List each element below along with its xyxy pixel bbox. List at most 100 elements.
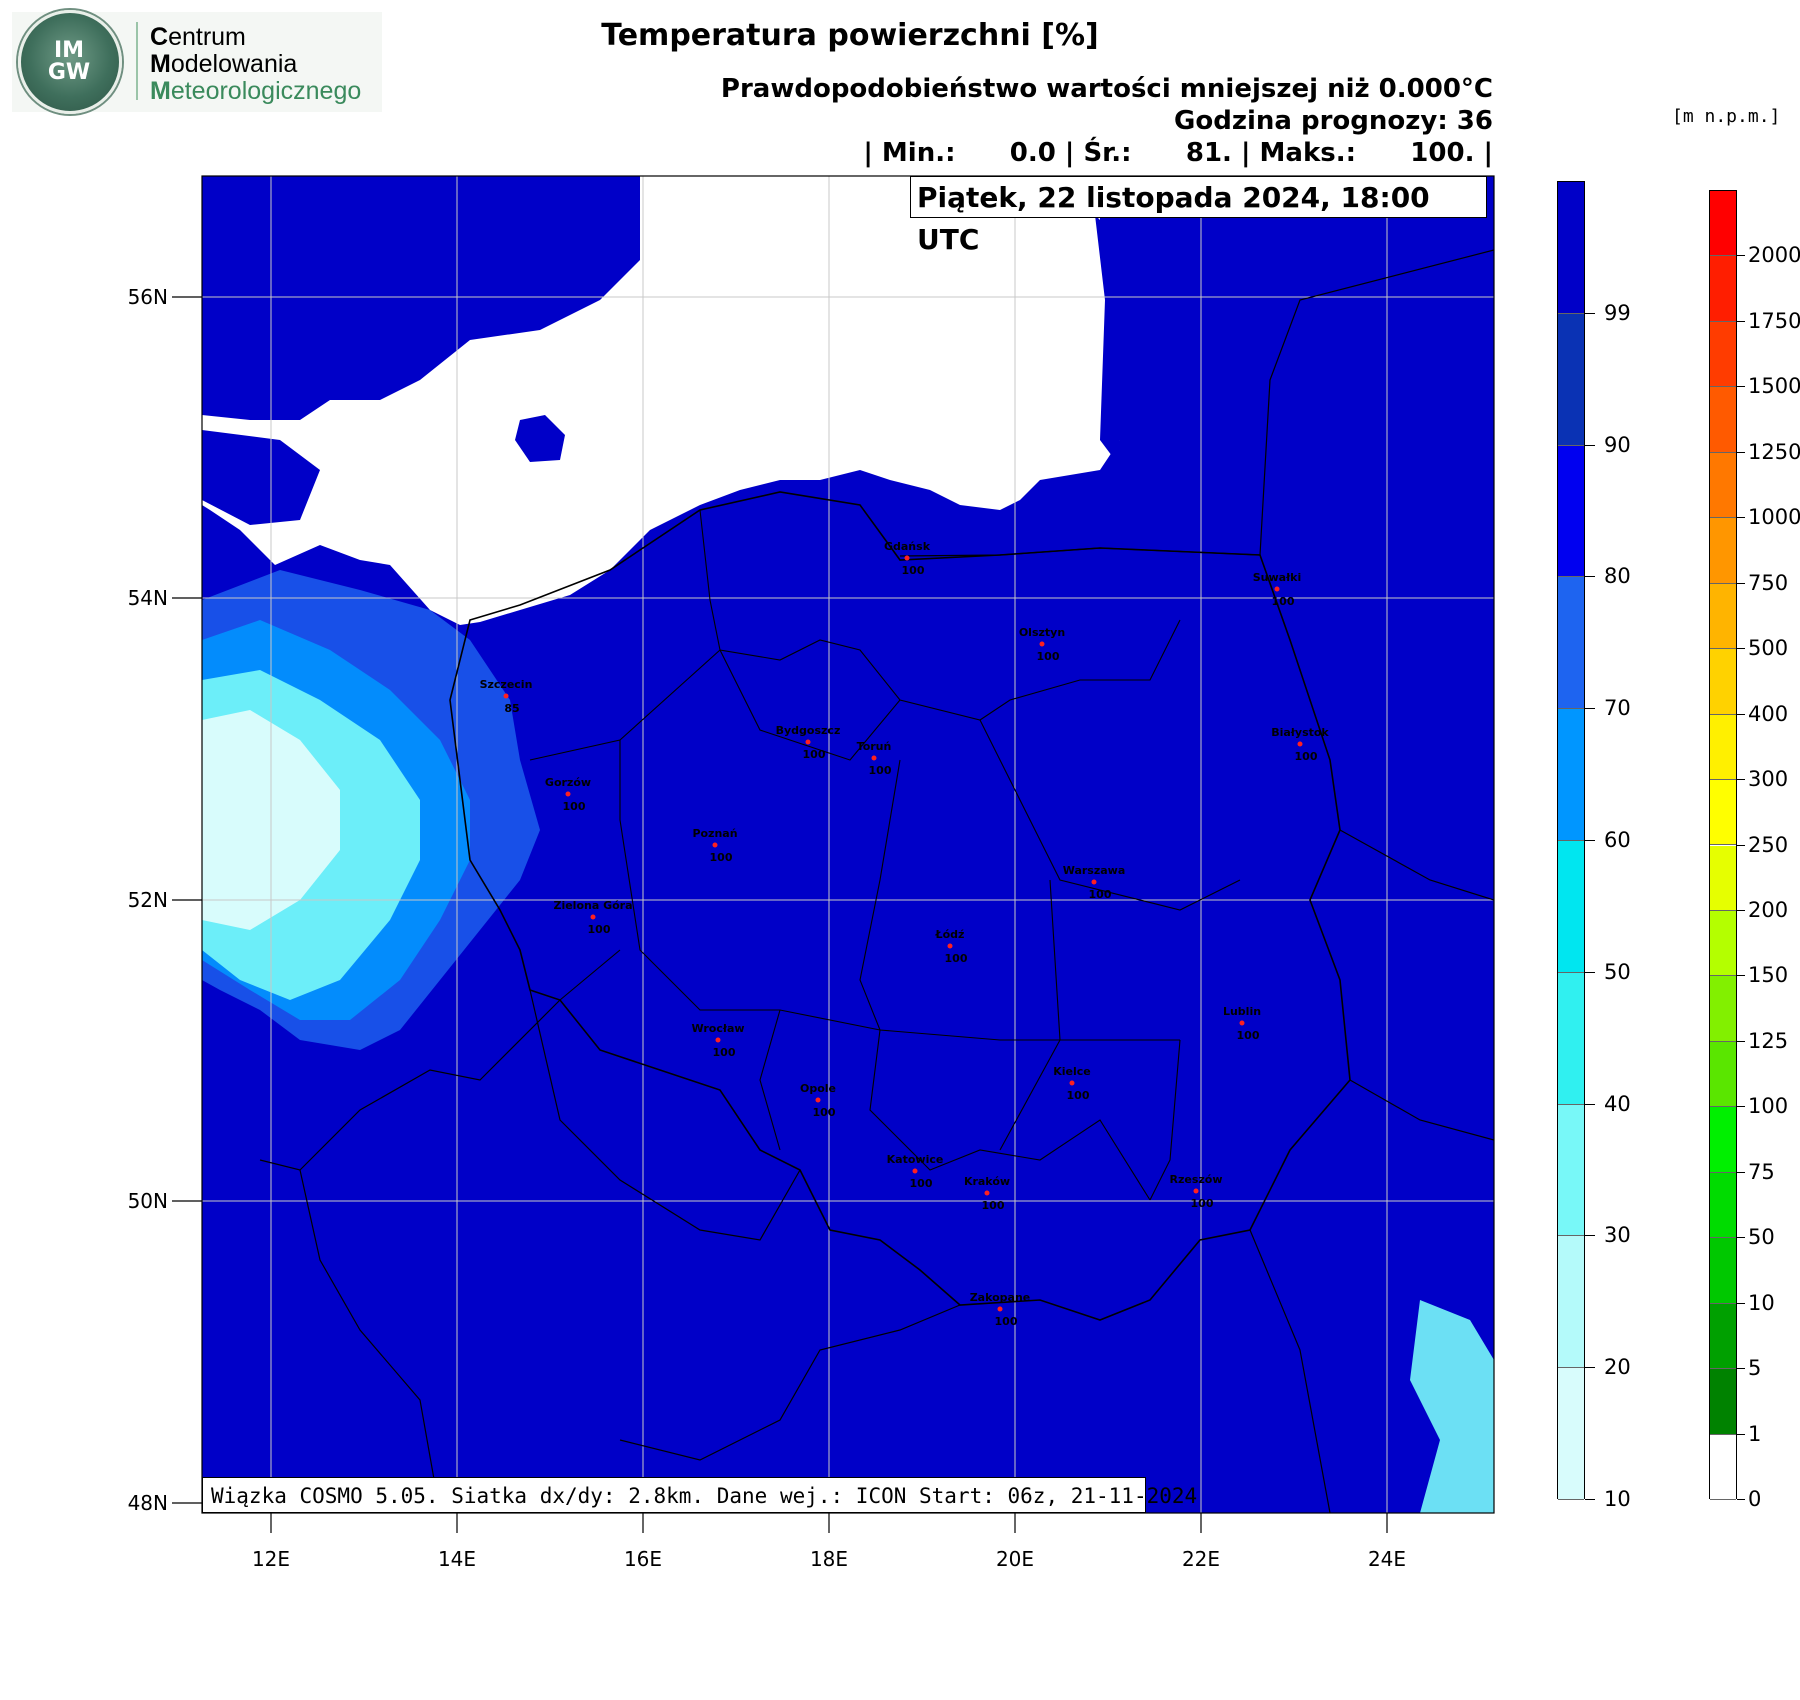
probability-tick-label: 80 bbox=[1604, 564, 1631, 589]
elevation-tick-label: 200 bbox=[1748, 897, 1789, 922]
probability-tick-label: 60 bbox=[1604, 828, 1631, 852]
city-name: Wrocław bbox=[691, 1022, 744, 1035]
city-value: 100 bbox=[563, 800, 586, 813]
probability-tick-label: 20 bbox=[1604, 1355, 1631, 1380]
city-value: 100 bbox=[713, 1046, 736, 1059]
colorbar-segment bbox=[1710, 910, 1736, 977]
colorbar-segment bbox=[1710, 976, 1736, 1042]
probability-tick bbox=[1585, 1103, 1595, 1105]
elevation-tick-label: 125 bbox=[1748, 1028, 1789, 1053]
colorbar-segment bbox=[1710, 1172, 1736, 1239]
colorbar-segment bbox=[1558, 972, 1584, 1105]
city-dot bbox=[1091, 879, 1097, 885]
elevation-tick bbox=[1737, 582, 1745, 584]
elevation-tick-label: 1500 bbox=[1748, 374, 1800, 399]
city-name: Olsztyn bbox=[1019, 626, 1065, 639]
city-value: 100 bbox=[1295, 750, 1318, 763]
colorbar-segment bbox=[1710, 1303, 1736, 1370]
elevation-tick-label: 1750 bbox=[1748, 308, 1800, 333]
colorbar-segment bbox=[1710, 1369, 1736, 1435]
city-name: Poznań bbox=[692, 827, 737, 840]
elevation-tick bbox=[1737, 779, 1745, 781]
city-dot bbox=[805, 739, 811, 745]
sweden-land bbox=[202, 176, 640, 420]
colorbar-segment bbox=[1710, 583, 1736, 650]
probability-zone-east bbox=[1410, 1300, 1494, 1513]
poland-border bbox=[449, 491, 1351, 1321]
elevation-tick-label: 250 bbox=[1748, 832, 1789, 857]
city-value: 100 bbox=[710, 851, 733, 864]
lon-label-12e: 12E bbox=[252, 1547, 290, 1571]
lat-label-56n: 56N bbox=[128, 285, 168, 309]
probability-tick bbox=[1585, 576, 1595, 578]
elevation-tick bbox=[1737, 517, 1745, 519]
elevation-colorbar bbox=[1709, 190, 1737, 1500]
city-value: 100 bbox=[945, 952, 968, 965]
probability-tick bbox=[1585, 708, 1595, 710]
city-dot bbox=[1239, 1020, 1245, 1026]
city-name: Łódź bbox=[935, 928, 965, 941]
elevation-tick-label: 750 bbox=[1748, 570, 1789, 595]
logo-line-2: Modelowania bbox=[150, 50, 298, 78]
city-dot bbox=[871, 755, 877, 761]
city-name: Suwałki bbox=[1253, 571, 1302, 584]
elevation-tick bbox=[1737, 844, 1745, 846]
city-dot bbox=[912, 1168, 918, 1174]
city-dot bbox=[1193, 1188, 1199, 1194]
lon-label-14e: 14E bbox=[438, 1547, 476, 1571]
colorbar-segment bbox=[1710, 714, 1736, 781]
elevation-tick bbox=[1737, 1040, 1745, 1042]
city-value: 100 bbox=[813, 1106, 836, 1119]
logo-acronym: IM GW bbox=[47, 38, 91, 85]
colorbar-segment bbox=[1558, 1368, 1584, 1500]
elevation-unit-label: [m n.p.m.] bbox=[1672, 106, 1781, 127]
probability-tick bbox=[1585, 1499, 1595, 1500]
elevation-tick-label: 150 bbox=[1748, 963, 1789, 988]
probability-tick bbox=[1585, 312, 1595, 314]
elevation-tick bbox=[1737, 451, 1745, 453]
elevation-tick-label: 0 bbox=[1748, 1487, 1762, 1511]
city-value: 85 bbox=[504, 702, 519, 715]
city-name: Katowice bbox=[887, 1153, 944, 1166]
elevation-tick-label: 1 bbox=[1748, 1421, 1762, 1446]
lat-label-50n: 50N bbox=[128, 1189, 168, 1213]
probability-tick-label: 50 bbox=[1604, 959, 1631, 984]
city-value: 100 bbox=[1037, 650, 1060, 663]
city-dot bbox=[715, 1037, 721, 1043]
logo-line-1: Centrum bbox=[150, 23, 246, 51]
city-name: Szczecin bbox=[480, 678, 533, 691]
city-name: Warszawa bbox=[1063, 864, 1126, 877]
city-dot bbox=[947, 943, 953, 949]
lon-label-22e: 22E bbox=[1182, 1547, 1220, 1571]
elevation-tick bbox=[1737, 386, 1745, 388]
probability-tick-label: 90 bbox=[1604, 432, 1631, 457]
city-value: 100 bbox=[1067, 1089, 1090, 1102]
model-info: Wiązka COSMO 5.05. Siatka dx/dy: 2.8km. … bbox=[202, 1477, 1197, 1513]
colorbar-segment bbox=[1710, 321, 1736, 388]
elevation-tick bbox=[1737, 648, 1745, 650]
elevation-tick-label: 10 bbox=[1748, 1290, 1775, 1315]
colorbar-segment bbox=[1558, 445, 1584, 578]
city-dot bbox=[590, 914, 596, 920]
city-name: Toruń bbox=[857, 740, 892, 753]
elevation-tick bbox=[1737, 255, 1745, 257]
colorbar-segment bbox=[1558, 1104, 1584, 1237]
colorbar-segment bbox=[1558, 709, 1584, 841]
country-borders bbox=[259, 249, 1494, 1513]
probability-tick-label: 70 bbox=[1604, 696, 1631, 721]
city-dot bbox=[1274, 586, 1280, 592]
city-value: 100 bbox=[1237, 1029, 1260, 1042]
colorbar-segment bbox=[1710, 452, 1736, 519]
city-value: 100 bbox=[803, 748, 826, 761]
lat-label-52n: 52N bbox=[128, 888, 168, 912]
logo-line-3: Meteorologicznego bbox=[150, 77, 362, 105]
elevation-tick bbox=[1737, 909, 1745, 911]
city-name: Kielce bbox=[1053, 1065, 1091, 1078]
colorbar-segment bbox=[1710, 387, 1736, 453]
elevation-tick-label: 100 bbox=[1748, 1094, 1789, 1119]
city-dot bbox=[1039, 641, 1045, 647]
elevation-tick bbox=[1737, 1368, 1745, 1370]
stats-line: | Min.: 0.0 | Śr.: 81. | Maks.: 100. | bbox=[863, 138, 1493, 168]
voivodeship-borders bbox=[529, 509, 1241, 1201]
